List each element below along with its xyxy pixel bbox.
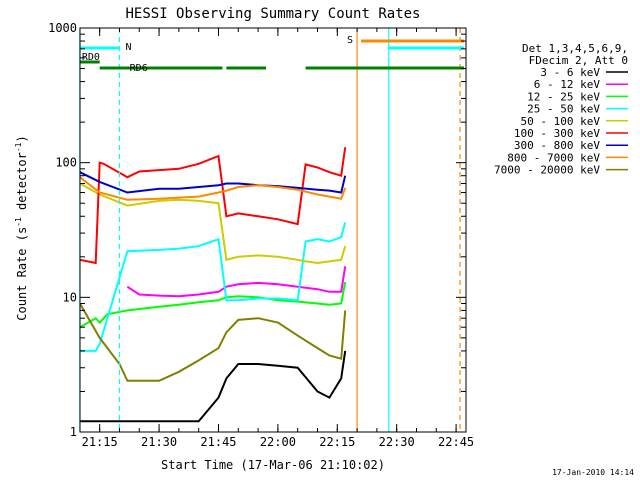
x-axis-label: Start Time (17-Mar-06 21:10:02) xyxy=(161,458,385,472)
legend-entry-label: 7000 - 20000 keV xyxy=(494,164,600,177)
y-axis-label: Count Rate (s-1 detector-1) xyxy=(14,135,29,320)
status-bar-label: N xyxy=(125,42,131,53)
x-tick-label: 22:45 xyxy=(438,435,474,449)
x-tick-label: 21:45 xyxy=(200,435,236,449)
plot-frame xyxy=(79,27,467,433)
legend-header-line: Det 1,3,4,5,6,9, xyxy=(522,42,628,55)
x-tick-label: 21:15 xyxy=(82,435,118,449)
x-tick-label: 22:30 xyxy=(379,435,415,449)
y-tick-label: 10 xyxy=(63,290,77,304)
series-line xyxy=(79,182,347,265)
series-line xyxy=(79,171,347,194)
series-line xyxy=(79,147,347,265)
status-bar-label: RD6 xyxy=(130,63,148,74)
y-tick-label: 100 xyxy=(55,156,77,170)
series-line xyxy=(79,176,347,201)
y-tick-label: 1000 xyxy=(48,21,77,35)
legend: Det 1,3,4,5,6,9, FDecim 2, Att 0 3 - 6 k… xyxy=(494,42,628,177)
status-bar-label: RD0 xyxy=(82,52,100,63)
legend-entry-label: 6 - 12 keV xyxy=(534,78,601,91)
legend-entry-label: 100 - 300 keV xyxy=(514,127,600,140)
series-line xyxy=(79,281,347,329)
x-tick-label: 22:00 xyxy=(260,435,296,449)
series-line xyxy=(79,303,347,382)
legend-entry-label: 3 - 6 keV xyxy=(540,66,600,79)
svg-text:Count Rate (s-1 detector-1): Count Rate (s-1 detector-1) xyxy=(14,135,29,320)
chart-title: HESSI Observing Summary Count Rates xyxy=(125,6,420,22)
legend-entry-label: 12 - 25 keV xyxy=(527,90,600,103)
plot-area: RD0 RD6 N S 21:15 21:30 21:45 22:00 22:15 22:30 22… xyxy=(48,21,474,449)
legend-entry-label: 50 - 100 keV xyxy=(521,115,601,128)
legend-header-line: FDecim 2, Att 0 xyxy=(529,54,628,67)
status-bar-label: S xyxy=(347,35,353,46)
series-line xyxy=(79,350,347,423)
footer-timestamp: 17-Jan-2010 14:14 xyxy=(552,468,634,477)
x-tick-label: 22:15 xyxy=(319,435,355,449)
y-tick-label: 1 xyxy=(70,425,77,439)
legend-entry-label: 300 - 800 keV xyxy=(514,139,600,152)
x-tick-label: 21:30 xyxy=(141,435,177,449)
legend-entry-label: 25 - 50 keV xyxy=(527,103,600,116)
series-line xyxy=(126,266,347,298)
legend-entry-label: 800 - 7000 keV xyxy=(507,151,600,164)
series-line xyxy=(79,222,347,352)
